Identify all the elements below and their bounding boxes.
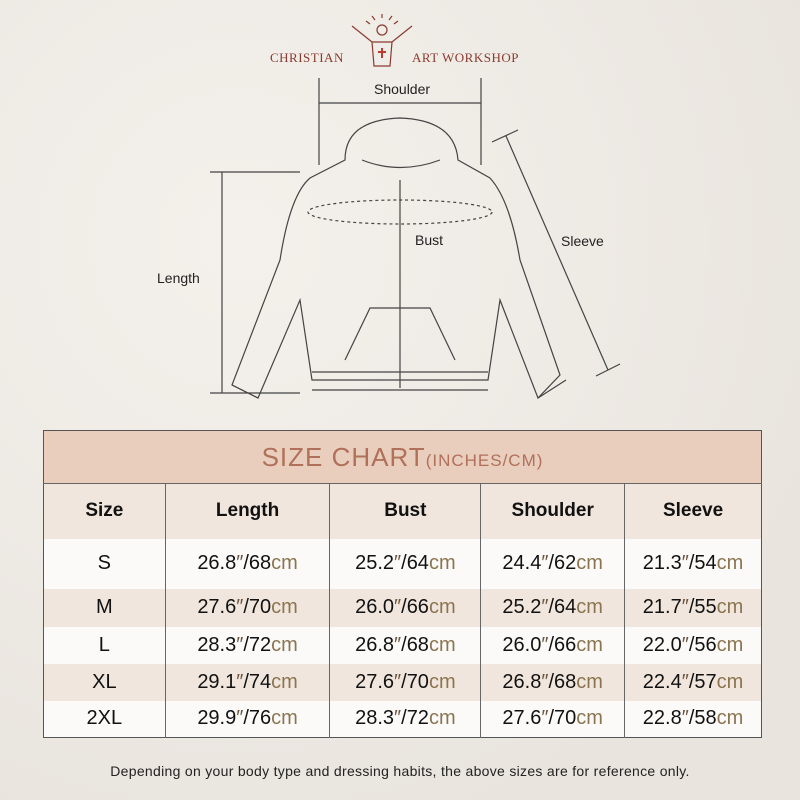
length-label: Length [157,270,200,286]
measure-cell: 26.8″/68cm [329,626,481,664]
size-chart-table: SIZE CHART(INCHES/CM) Size Length Bust S… [43,430,762,738]
table-title: SIZE CHART(INCHES/CM) [43,430,762,484]
header-sleeve: Sleeve [624,483,762,539]
size-cell: 2XL [43,700,166,738]
table-row: L 28.3″/72cm 26.8″/68cm 26.0″/66cm 22.0″/56c… [43,626,762,664]
measure-cell: 27.6″/70cm [480,700,625,738]
measure-cell: 21.3″/54cm [624,538,762,589]
hoodie-diagram-icon [210,78,621,400]
header-length: Length [164,483,330,539]
table-row: M 27.6″/70cm 26.0″/66cm 25.2″/64cm 21.7″/55c… [43,588,762,627]
header-size: Size [43,483,166,539]
size-cell: L [43,626,166,664]
measure-cell: 26.0″/66cm [480,626,625,664]
measure-cell: 26.8″/68cm [164,538,330,589]
measure-cell: 29.1″/74cm [164,663,330,701]
measure-cell: 25.2″/64cm [329,538,481,589]
sleeve-label: Sleeve [561,233,604,249]
table-row: XL 29.1″/74cm 27.6″/70cm 26.8″/68cm 22.4″/57… [43,663,762,701]
header-bust: Bust [329,483,481,539]
bust-label: Bust [415,232,444,248]
measure-cell: 26.0″/66cm [329,588,481,627]
size-cell: XL [43,663,166,701]
brand-left: CHRISTIAN [270,50,344,65]
measure-cell: 21.7″/55cm [624,588,762,627]
measure-cell: 26.8″/68cm [480,663,625,701]
brand-right: ART WORKSHOP [412,50,519,65]
measure-cell: 29.9″/76cm [164,700,330,738]
measure-cell: 24.4″/62cm [480,538,625,589]
measure-cell: 22.0″/56cm [624,626,762,664]
measure-cell: 22.4″/57cm [624,663,762,701]
size-cell: M [43,588,166,627]
measure-cell: 25.2″/64cm [480,588,625,627]
footnote: Depending on your body type and dressing… [110,763,690,779]
size-cell: S [43,538,166,589]
table-row: S 26.8″/68cm 25.2″/64cm 24.4″/62cm 21.3″/54c… [43,538,762,589]
measure-cell: 27.6″/70cm [329,663,481,701]
measure-cell: 27.6″/70cm [164,588,330,627]
measure-cell: 28.3″/72cm [164,626,330,664]
shoulder-label: Shoulder [374,81,431,97]
brand-logo-icon [351,14,413,67]
header-shoulder: Shoulder [480,483,625,539]
table-row: 2XL 29.9″/76cm 28.3″/72cm 27.6″/70cm 22.8″/5… [43,700,762,738]
measure-cell: 22.8″/58cm [624,700,762,738]
measure-cell: 28.3″/72cm [329,700,481,738]
